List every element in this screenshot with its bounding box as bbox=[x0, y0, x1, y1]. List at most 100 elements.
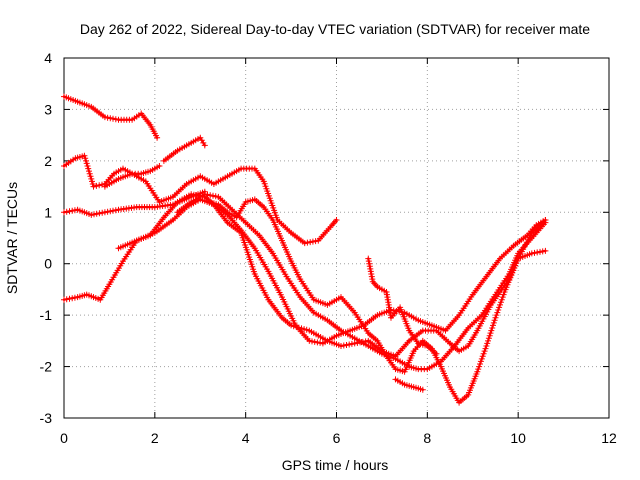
series-markers bbox=[392, 376, 426, 393]
data-point bbox=[412, 349, 415, 353]
data-point bbox=[176, 200, 179, 204]
data-point bbox=[376, 313, 379, 317]
data-point bbox=[239, 229, 243, 232]
data-point bbox=[298, 295, 302, 299]
data-point bbox=[330, 223, 334, 227]
data-point bbox=[117, 247, 120, 250]
x-tick-label: 2 bbox=[151, 430, 159, 446]
data-point bbox=[289, 324, 293, 327]
data-point bbox=[189, 193, 193, 196]
data-point bbox=[435, 352, 438, 355]
data-point bbox=[467, 344, 470, 348]
data-point bbox=[76, 295, 79, 299]
data-point bbox=[335, 218, 338, 222]
x-axis-label: GPS time / hours bbox=[282, 457, 389, 473]
data-point bbox=[235, 216, 238, 219]
data-point bbox=[230, 208, 234, 211]
data-point bbox=[417, 342, 420, 345]
data-point bbox=[512, 244, 515, 247]
data-point bbox=[417, 367, 420, 371]
data-point bbox=[494, 316, 497, 319]
data-point bbox=[530, 231, 533, 235]
data-point bbox=[544, 249, 547, 253]
data-point bbox=[367, 331, 370, 335]
data-point bbox=[367, 344, 370, 348]
data-point bbox=[544, 218, 547, 222]
data-point bbox=[121, 167, 125, 170]
x-tick-label: 8 bbox=[423, 430, 431, 446]
data-point bbox=[339, 329, 343, 332]
data-point bbox=[312, 298, 315, 301]
data-point bbox=[189, 141, 193, 145]
data-point bbox=[294, 324, 297, 327]
data-point bbox=[76, 100, 79, 103]
data-point bbox=[321, 342, 325, 345]
data-point bbox=[239, 167, 243, 170]
data-point bbox=[312, 311, 315, 314]
x-tick-label: 4 bbox=[242, 430, 250, 446]
data-point bbox=[267, 298, 270, 301]
data-point bbox=[376, 339, 379, 343]
data-point bbox=[353, 342, 356, 345]
x-tick-label: 0 bbox=[60, 430, 68, 446]
data-point bbox=[217, 203, 220, 206]
data-point bbox=[253, 272, 256, 276]
data-point bbox=[326, 319, 329, 322]
data-point bbox=[117, 177, 120, 181]
data-point bbox=[503, 290, 506, 294]
series-track-4 bbox=[61, 188, 208, 218]
data-point bbox=[189, 200, 193, 204]
data-point bbox=[244, 221, 247, 224]
data-point bbox=[426, 344, 429, 348]
data-point bbox=[258, 234, 261, 237]
data-point bbox=[76, 208, 79, 211]
data-point bbox=[426, 367, 429, 371]
data-point bbox=[435, 329, 438, 332]
x-tick-label: 6 bbox=[333, 430, 341, 446]
data-point bbox=[430, 324, 434, 327]
data-point bbox=[457, 349, 461, 353]
data-point bbox=[457, 313, 461, 317]
data-point bbox=[158, 164, 161, 168]
data-point bbox=[199, 136, 202, 139]
data-point bbox=[130, 118, 134, 121]
series-line bbox=[62, 193, 547, 358]
data-point bbox=[317, 239, 320, 242]
data-point bbox=[339, 344, 343, 348]
data-point bbox=[376, 285, 379, 289]
data-point bbox=[394, 357, 397, 361]
data-point bbox=[308, 339, 311, 343]
series-markers bbox=[61, 93, 161, 141]
data-point bbox=[280, 239, 284, 242]
data-point bbox=[149, 169, 152, 173]
data-point bbox=[171, 195, 175, 199]
data-point bbox=[135, 205, 138, 209]
data-point bbox=[308, 329, 311, 332]
y-tick-label: 1 bbox=[44, 204, 52, 220]
data-point bbox=[155, 136, 159, 139]
data-point bbox=[371, 280, 375, 283]
data-point bbox=[62, 164, 66, 168]
data-point bbox=[226, 221, 229, 224]
data-point bbox=[162, 159, 166, 163]
x-tick-label: 12 bbox=[601, 430, 617, 446]
data-point bbox=[140, 112, 143, 115]
data-point bbox=[471, 293, 474, 296]
data-point bbox=[444, 329, 447, 332]
series-markers bbox=[61, 188, 208, 218]
data-point bbox=[326, 303, 329, 307]
data-point bbox=[280, 316, 284, 319]
data-point bbox=[62, 211, 66, 214]
data-point bbox=[176, 211, 179, 214]
y-tick-labels: -3 -2 -1 0 1 2 3 4 bbox=[40, 50, 53, 426]
data-point bbox=[262, 205, 266, 209]
chart-title: Day 262 of 2022, Sidereal Day-to-day VTE… bbox=[80, 21, 590, 37]
data-point bbox=[385, 355, 388, 358]
data-point bbox=[394, 378, 397, 381]
data-point bbox=[244, 200, 247, 204]
data-point bbox=[108, 283, 111, 286]
y-tick-label: 2 bbox=[44, 153, 52, 169]
data-point bbox=[203, 193, 206, 196]
data-point bbox=[208, 200, 211, 204]
data-point bbox=[103, 211, 107, 214]
